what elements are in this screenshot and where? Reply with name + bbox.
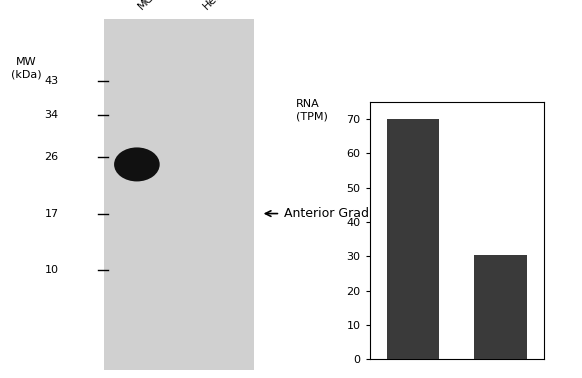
Text: 43: 43 xyxy=(45,76,59,86)
Text: Anterior Gradient 2: Anterior Gradient 2 xyxy=(283,207,404,220)
Text: RNA
(TPM): RNA (TPM) xyxy=(296,99,328,122)
Text: MW
(kDa): MW (kDa) xyxy=(10,57,41,79)
Text: 26: 26 xyxy=(45,152,59,162)
Text: 34: 34 xyxy=(45,110,59,120)
Text: 10: 10 xyxy=(45,265,59,275)
Text: HeLa: HeLa xyxy=(201,0,229,11)
Text: 17: 17 xyxy=(45,209,59,218)
Bar xyxy=(104,19,254,370)
Bar xyxy=(474,254,527,359)
Bar xyxy=(387,119,439,359)
Ellipse shape xyxy=(114,147,159,181)
Text: MCF-7: MCF-7 xyxy=(136,0,168,11)
